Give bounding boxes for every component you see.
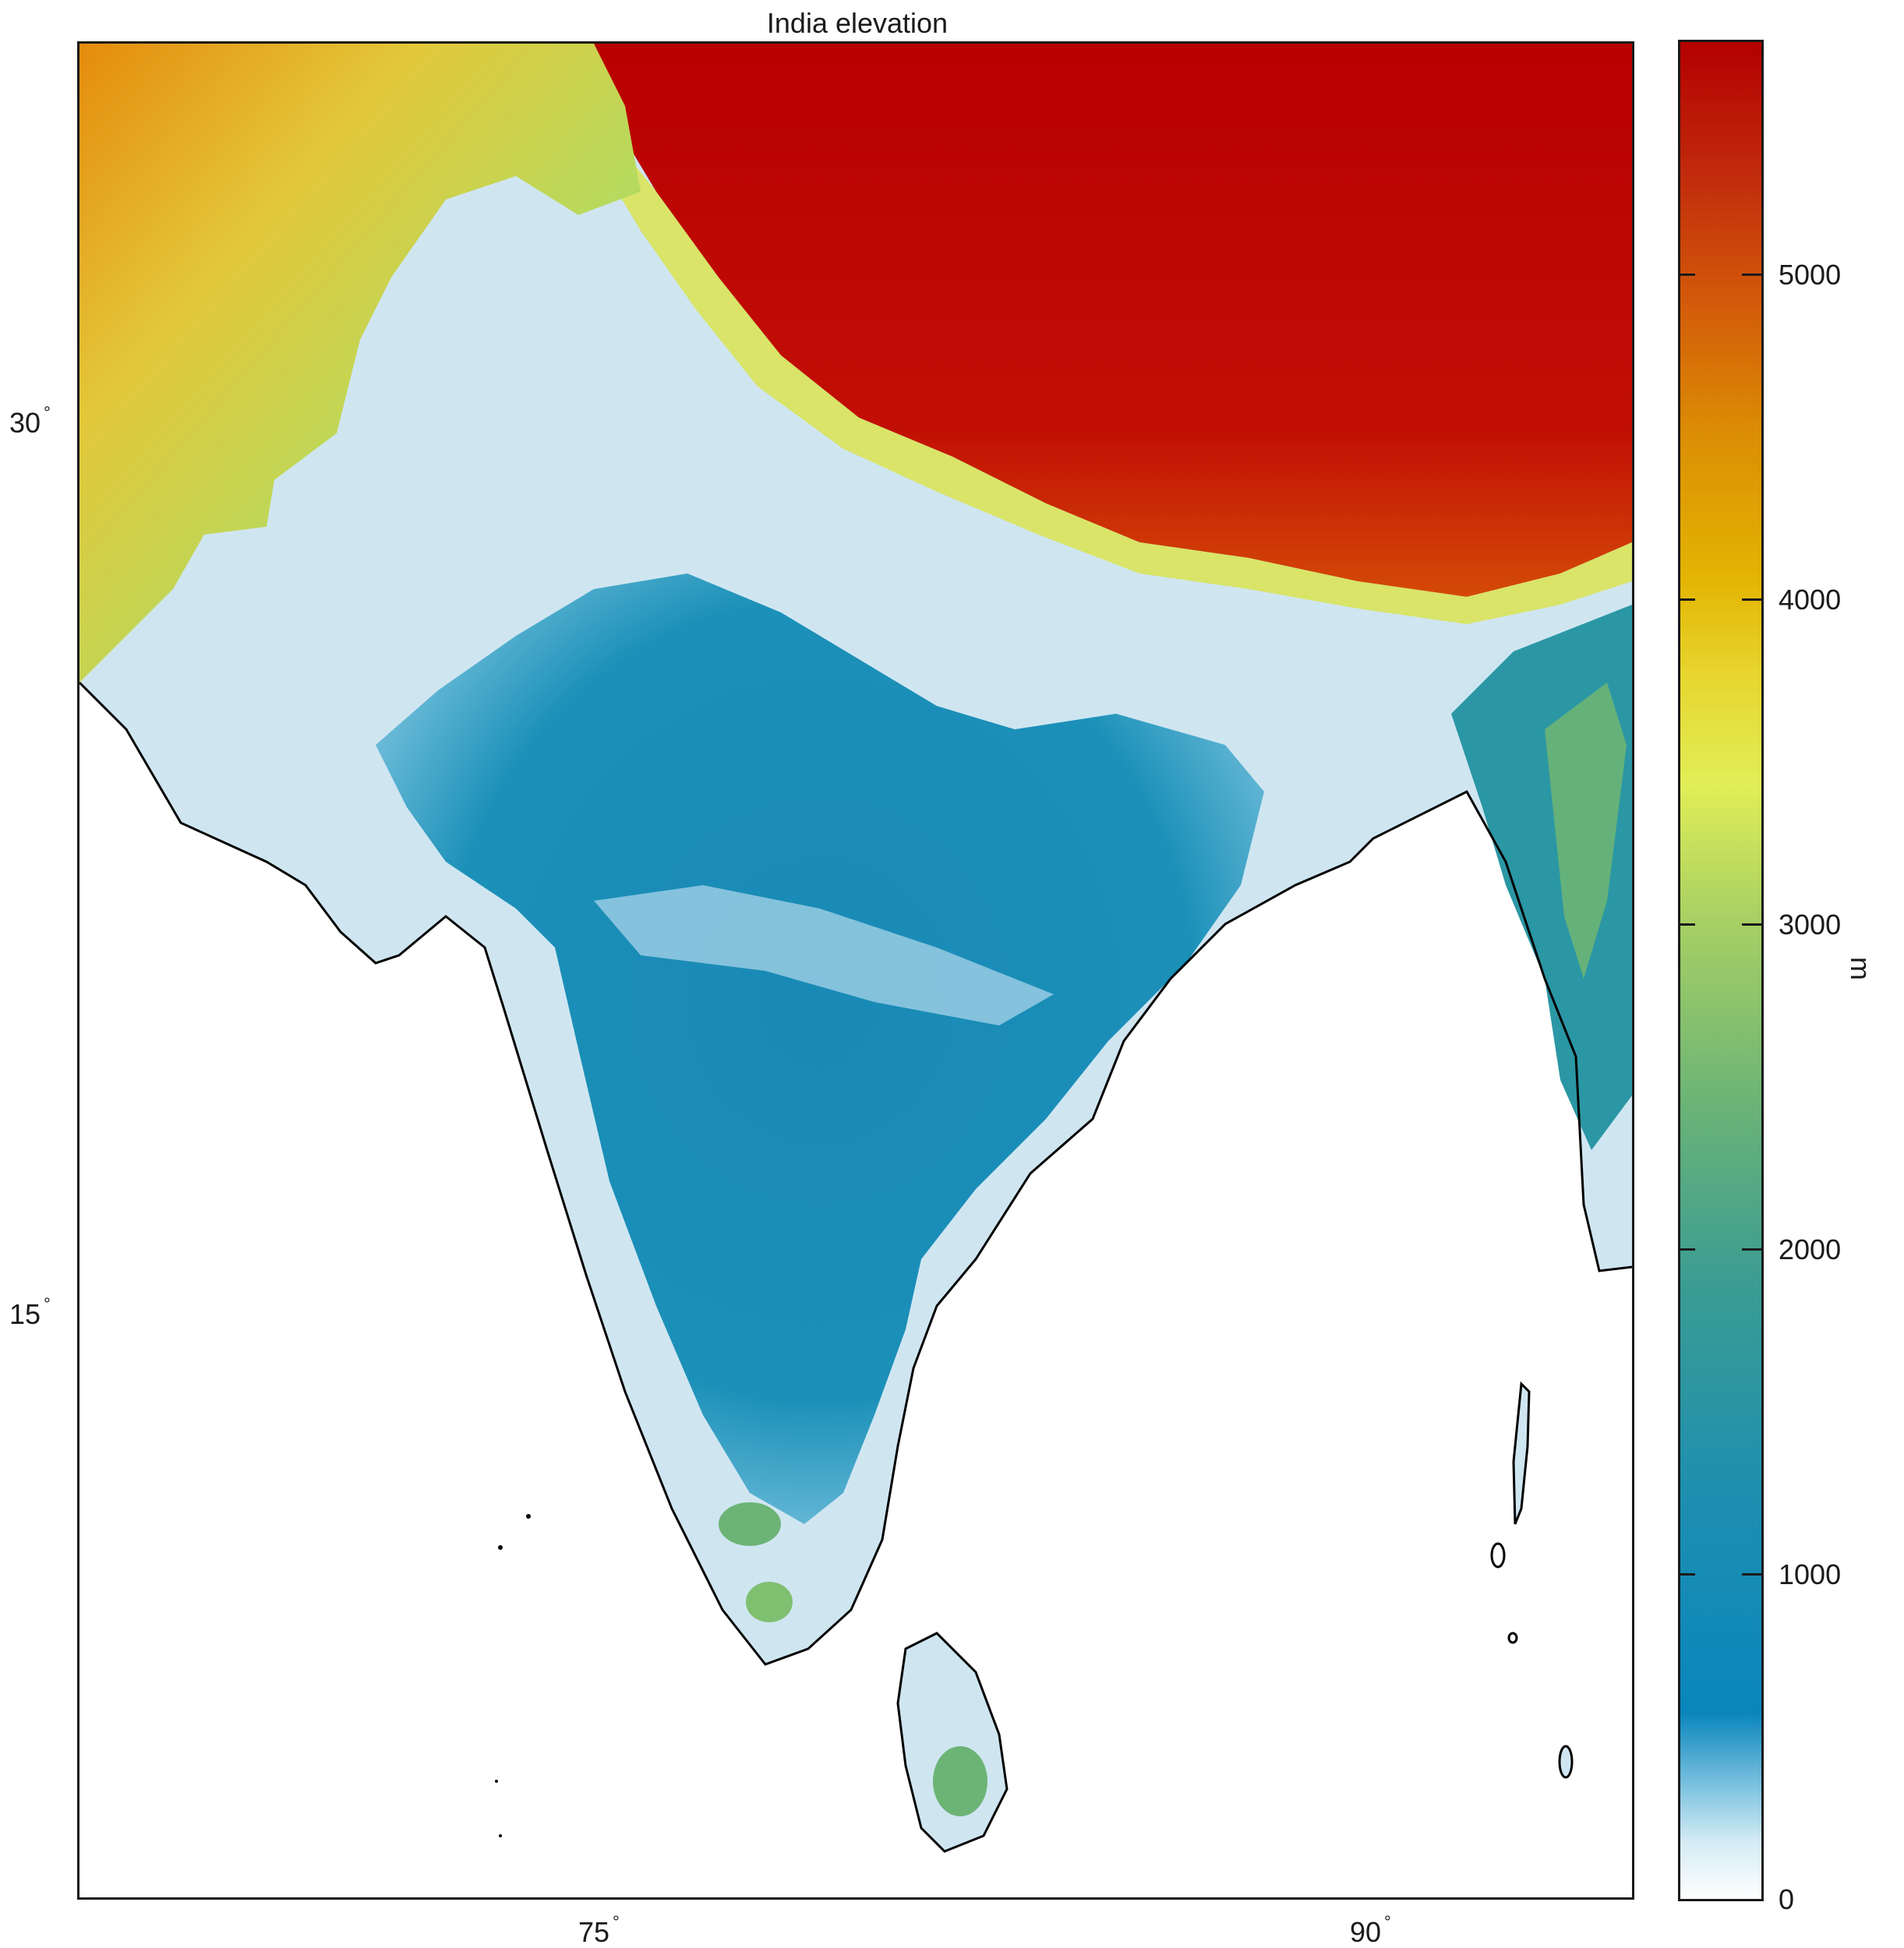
nilgiri-highland xyxy=(719,1502,781,1546)
coastline-india xyxy=(79,681,1632,1666)
colorbar-tick-3000-right xyxy=(1742,923,1764,926)
andaman-islands xyxy=(1512,1381,1531,1525)
lakshadweep-dot-2 xyxy=(526,1514,531,1519)
nicobar-island xyxy=(1558,1745,1574,1779)
colorbar-tick-3000 xyxy=(1678,923,1695,926)
x-tick-75: 75 ° xyxy=(578,1912,620,1948)
colorbar-label-1000: 1000 xyxy=(1779,1558,1842,1590)
maldives-dot-1 xyxy=(495,1780,498,1783)
colorbar-tick-4000 xyxy=(1678,598,1695,601)
elevation-map xyxy=(79,44,1632,1853)
map-panel[interactable] xyxy=(77,41,1634,1900)
northeast-ridge xyxy=(1545,683,1627,979)
colorbar-label-5000: 5000 xyxy=(1779,259,1842,291)
colorbar-label-2000: 2000 xyxy=(1779,1233,1842,1265)
colorbar-tick-4000-right xyxy=(1742,598,1764,601)
colorbar-label-0: 0 xyxy=(1779,1883,1795,1915)
colorbar-unit-label: m xyxy=(1845,957,1877,980)
colorbar-tick-2000-right xyxy=(1742,1248,1764,1251)
himalaya-region xyxy=(586,44,1632,597)
x-tick-90: 90 ° xyxy=(1350,1912,1391,1948)
island-small-2 xyxy=(1507,1632,1518,1644)
y-tick-15: 15 ° xyxy=(9,1294,51,1330)
coastline-sri-lanka xyxy=(896,1632,1009,1853)
maldives-dot-2 xyxy=(499,1834,502,1837)
colorbar-tick-5000-right xyxy=(1742,273,1764,276)
plateau-valley xyxy=(594,885,1054,1025)
colorbar-label-3000: 3000 xyxy=(1779,909,1842,940)
colorbar-tick-5000 xyxy=(1678,273,1695,276)
colorbar-tick-1000-right xyxy=(1742,1573,1764,1576)
deccan-plateau xyxy=(376,573,1264,1524)
sri-lanka-highland xyxy=(933,1746,987,1816)
colorbar-label-4000: 4000 xyxy=(1779,584,1842,616)
palani-highland xyxy=(746,1582,793,1622)
y-tick-30: 30 ° xyxy=(9,403,51,439)
lakshadweep-dot-1 xyxy=(498,1545,503,1550)
map-title: India elevation xyxy=(766,7,948,39)
sri-lanka xyxy=(898,1633,1007,1851)
colorbar xyxy=(1678,40,1764,1901)
colorbar-tick-1000 xyxy=(1678,1573,1695,1576)
western-highlands xyxy=(79,44,641,683)
island-small-1 xyxy=(1490,1542,1506,1569)
colorbar-tick-2000 xyxy=(1678,1248,1695,1251)
